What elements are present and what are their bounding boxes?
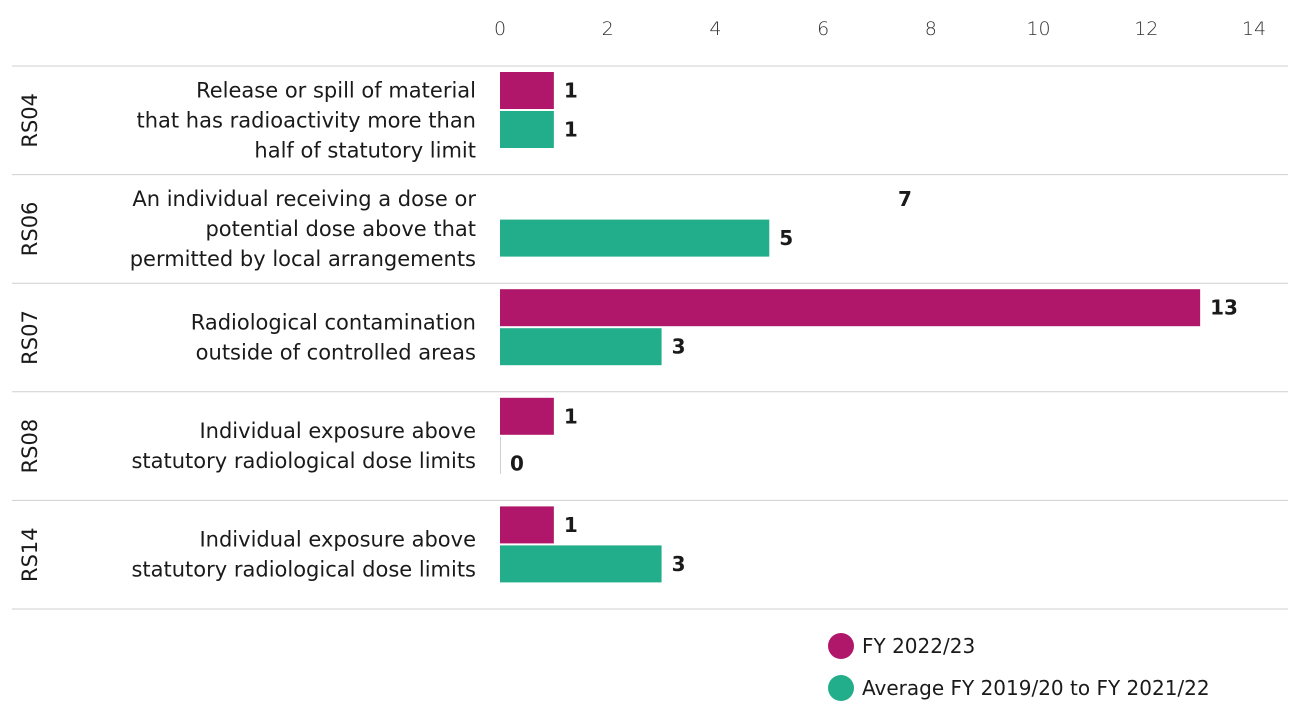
data-label: 7 (898, 187, 912, 211)
chart-legend: FY 2022/23 Average FY 2019/20 to FY 2021… (828, 632, 1210, 716)
data-label: 1 (564, 118, 578, 142)
x-tick-label: 14 (1242, 18, 1266, 40)
bar (500, 506, 554, 544)
data-label: 1 (564, 404, 578, 428)
bar (500, 328, 662, 366)
category-label: that has radioactivity more than (136, 108, 476, 132)
legend-swatch-fy-2022-23 (828, 633, 854, 659)
data-label: 1 (564, 513, 578, 537)
legend-item-fy-2022-23: FY 2022/23 (828, 632, 1210, 660)
category-label: Individual exposure above (199, 528, 476, 552)
category-code: RS04 (18, 93, 42, 148)
category-label: outside of controlled areas (196, 341, 476, 365)
category-label: Radiological contamination (191, 311, 476, 335)
x-tick-label: 6 (817, 18, 829, 40)
x-tick-label: 2 (602, 18, 614, 40)
x-tick-label: 8 (925, 18, 937, 40)
x-tick-label: 0 (494, 18, 506, 40)
category-label: statutory radiological dose limits (131, 558, 476, 582)
data-label: 13 (1210, 296, 1238, 320)
category-label: Release or spill of material (196, 78, 476, 102)
bar (500, 219, 770, 257)
data-label: 0 (510, 451, 524, 475)
bar (500, 545, 662, 583)
category-label: An individual receiving a dose or (132, 187, 476, 211)
x-tick-label: 12 (1134, 18, 1158, 40)
legend-label-average: Average FY 2019/20 to FY 2021/22 (862, 676, 1210, 700)
bar (500, 72, 554, 109)
category-label: statutory radiological dose limits (131, 449, 476, 473)
data-label: 3 (672, 552, 686, 576)
legend-label-fy-2022-23: FY 2022/23 (862, 634, 976, 658)
category-label: half of statutory limit (254, 138, 476, 162)
x-tick-label: 4 (709, 18, 721, 40)
category-code: RS06 (18, 202, 42, 257)
bar (500, 289, 1201, 327)
x-tick-label: 10 (1026, 18, 1050, 40)
bar (500, 397, 554, 435)
data-label: 3 (672, 335, 686, 359)
data-label: 1 (564, 79, 578, 103)
category-label: potential dose above that (205, 217, 476, 241)
legend-swatch-average (828, 675, 854, 701)
category-code: RS14 (18, 527, 42, 582)
bar (500, 111, 554, 148)
category-code: RS08 (18, 419, 42, 474)
category-label: Individual exposure above (199, 419, 476, 443)
legend-item-average: Average FY 2019/20 to FY 2021/22 (828, 674, 1210, 702)
category-code: RS07 (18, 310, 42, 365)
data-label: 5 (779, 226, 793, 250)
category-label: permitted by local arrangements (130, 247, 476, 271)
